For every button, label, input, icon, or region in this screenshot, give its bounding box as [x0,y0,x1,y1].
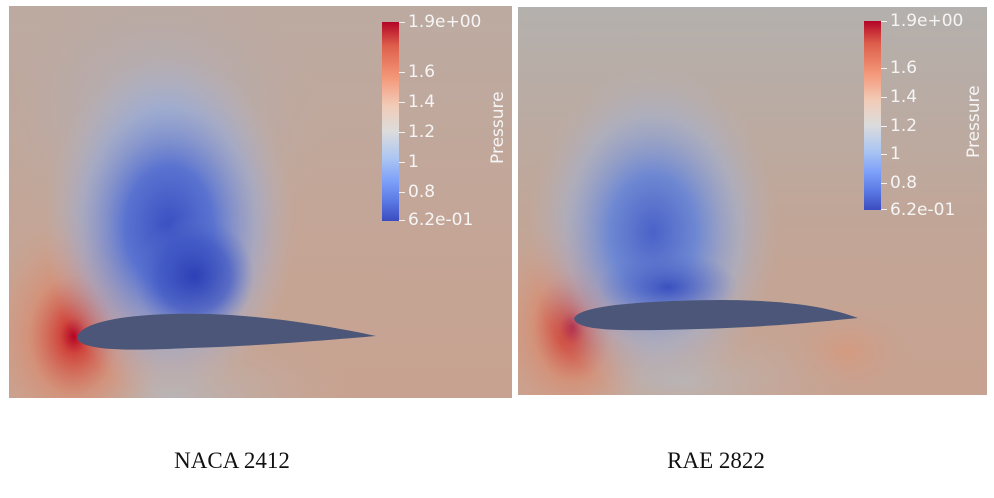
rae-2822-pressure-field: 1.9e+00 1.6 1.4 1.2 1 0.8 6.2e-01 Pressu… [518,7,987,395]
colorbar-tick [881,183,887,184]
rae-2822-pressure-plot [518,7,987,395]
colorbar-tick-label: 6.2e-01 [408,210,474,230]
colorbar-tick-label: 1 [408,152,419,172]
colorbar-tick [399,102,405,103]
colorbar-tick [881,126,887,127]
colorbar-tick-label: 1.6 [890,58,918,78]
colorbar-title: Pressure [488,91,508,164]
colorbar-title: Pressure [964,85,984,158]
colorbar-tick [399,132,405,133]
colorbar-tick [399,72,405,73]
colorbar-tick-label: 6.2e-01 [890,200,956,220]
colorbar-tick-label: 1.2 [408,122,436,142]
colorbar-tick [881,21,887,22]
colorbar-tick-label: 0.8 [890,173,918,193]
colorbar-tick [881,209,887,210]
rae-2822-caption: RAE 2822 [667,448,765,473]
colorbar-gradient [864,21,881,210]
colorbar-tick-label: 1.4 [890,87,918,107]
colorbar-tick [399,22,405,23]
colorbar-tick-label: 0.8 [408,182,436,202]
colorbar-gradient [382,22,399,221]
naca-2412-caption: NACA 2412 [174,448,290,473]
naca-2412-pressure-field: 1.9e+00 1.6 1.4 1.2 1 0.8 6.2e-01 Pressu… [9,6,512,398]
colorbar-tick [881,97,887,98]
colorbar-tick-label: 1.2 [890,116,918,136]
colorbar-tick [399,162,405,163]
colorbar-tick-label: 1 [890,144,901,164]
colorbar-tick [399,220,405,221]
colorbar-tick-label: 1.4 [408,92,436,112]
colorbar-tick-label: 1.6 [408,62,436,82]
colorbar-tick [881,154,887,155]
naca-2412-pressure-plot [9,6,512,398]
colorbar-tick [881,68,887,69]
colorbar-tick-label: 1.9e+00 [408,12,482,32]
colorbar-tick [399,192,405,193]
colorbar-tick-label: 1.9e+00 [890,11,964,31]
